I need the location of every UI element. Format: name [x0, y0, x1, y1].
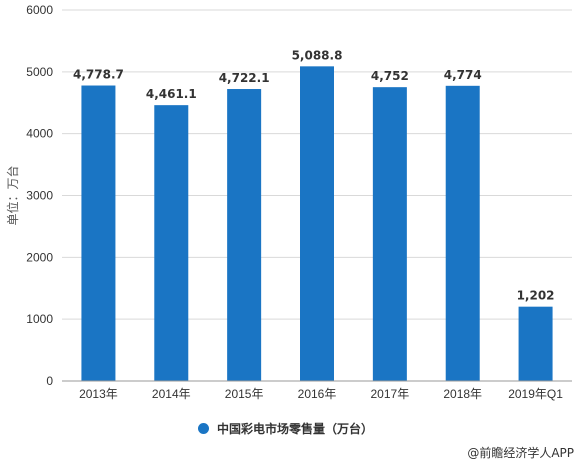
y-tick-label: 2000: [26, 250, 53, 264]
data-labels: 4,778.7 4,461.1 4,722.1 5,088.8 4,752 4,774 1,…: [73, 48, 555, 302]
bar: [81, 85, 116, 381]
data-label: 4,774: [444, 68, 482, 82]
x-axis-ticks: 2013年 2014年 2015年 2016年 2017年 2018年 2019年Q1: [79, 387, 563, 401]
data-label: 4,778.7: [73, 68, 124, 82]
y-tick-label: 3000: [26, 189, 53, 203]
bar: [154, 105, 189, 381]
bar: [518, 306, 553, 381]
legend: 中国彩电市场零售量（万台）: [198, 420, 373, 437]
y-tick-label: 6000: [26, 3, 53, 17]
bar: [372, 87, 407, 381]
y-axis-label: 单位：万台: [5, 165, 20, 225]
legend-label: 中国彩电市场零售量（万台）: [217, 422, 374, 436]
x-tick-label: 2017年: [371, 387, 410, 401]
y-tick-label: 0: [46, 374, 53, 388]
x-tick-label: 2016年: [298, 387, 337, 401]
data-label: 4,752: [371, 69, 409, 83]
bars: [81, 66, 553, 382]
data-label: 4,461.1: [146, 87, 197, 101]
source-credit: @前瞻经济学人APP: [467, 446, 574, 460]
data-label: 1,202: [517, 289, 555, 303]
bar: [227, 89, 262, 381]
y-axis-ticks: 0 1000 2000 3000 4000 5000 6000: [26, 3, 53, 388]
x-tick-label: 2014年: [152, 387, 191, 401]
data-label: 5,088.8: [292, 48, 343, 62]
y-tick-label: 1000: [26, 312, 53, 326]
y-tick-label: 5000: [26, 65, 53, 79]
data-label: 4,722.1: [219, 71, 270, 85]
y-tick-label: 4000: [26, 127, 53, 141]
x-tick-label: 2019年Q1: [508, 387, 563, 401]
x-tick-label: 2015年: [225, 387, 264, 401]
x-tick-label: 2018年: [443, 387, 482, 401]
x-tick-label: 2013年: [79, 387, 118, 401]
bar: [445, 85, 480, 381]
legend-marker: [198, 423, 209, 434]
bar: [300, 66, 334, 382]
